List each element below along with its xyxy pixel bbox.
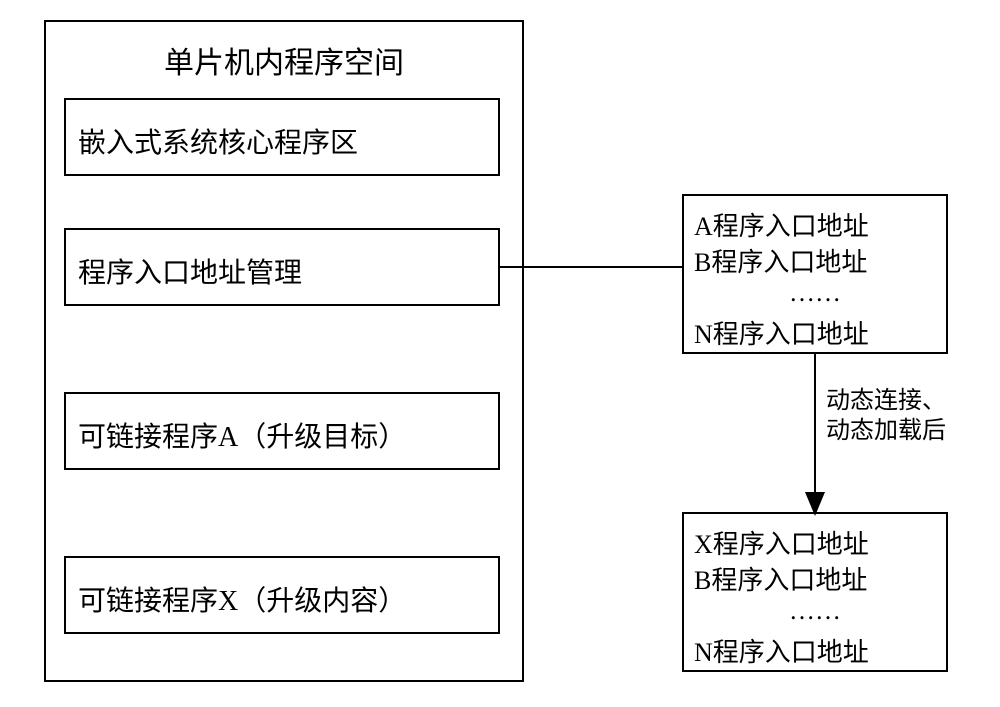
edge-label-dynamic-load: 动态加载后 — [826, 410, 946, 445]
label-linkable-program-x: 可链接程序X（升级内容） — [78, 579, 406, 619]
table-before-line: A程序入口地址 — [694, 206, 869, 243]
outer-title: 单片机内程序空间 — [44, 38, 524, 82]
table-after-line: X程序入口地址 — [694, 524, 869, 561]
diagram-canvas: 单片机内程序空间 嵌入式系统核心程序区 程序入口地址管理 可链接程序A（升级目标… — [0, 0, 1000, 707]
table-before-line: B程序入口地址 — [694, 242, 867, 279]
label-linkable-program-a: 可链接程序A（升级目标） — [78, 415, 406, 455]
table-after-line: B程序入口地址 — [694, 560, 867, 597]
table-after-line: …… — [682, 596, 948, 626]
label-entry-address-management: 程序入口地址管理 — [78, 251, 302, 291]
table-before-line: N程序入口地址 — [694, 314, 869, 351]
table-after-line: N程序入口地址 — [694, 632, 869, 669]
table-before-line: …… — [682, 278, 948, 308]
label-core-program-area: 嵌入式系统核心程序区 — [78, 121, 358, 161]
